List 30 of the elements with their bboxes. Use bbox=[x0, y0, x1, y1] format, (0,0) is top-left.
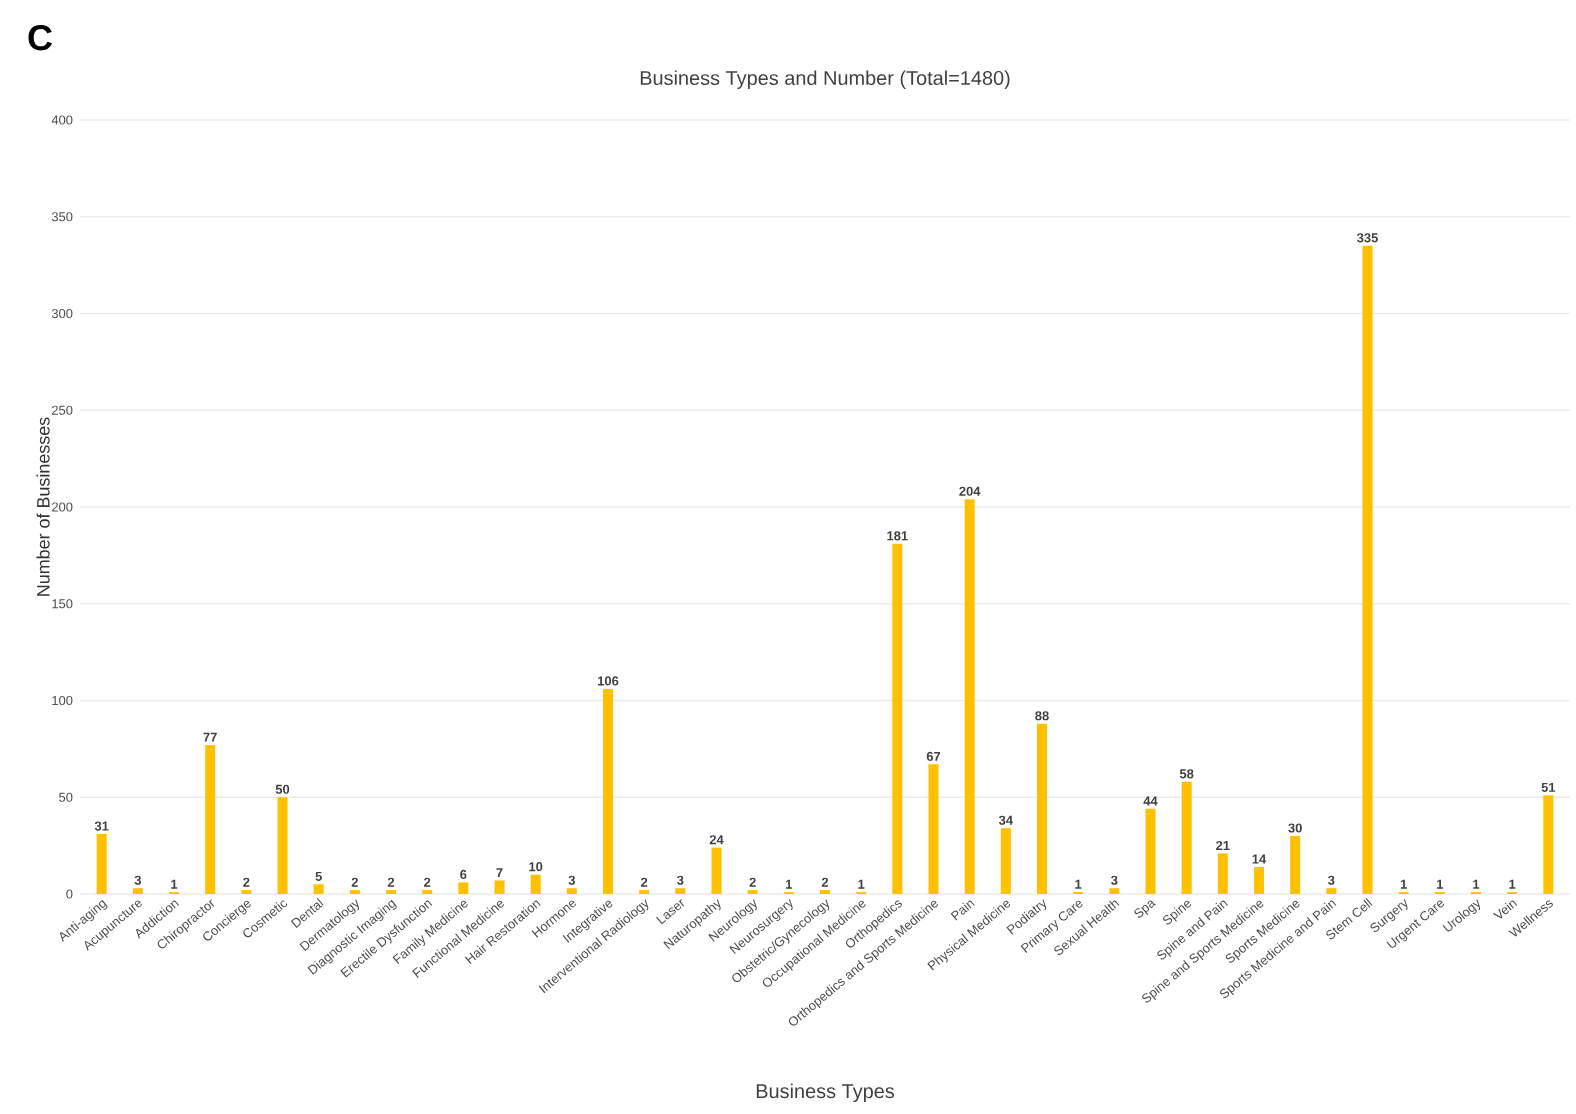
bar bbox=[205, 745, 216, 894]
chart-title: Business Types and Number (Total=1480) bbox=[640, 70, 1010, 89]
bar bbox=[530, 874, 541, 894]
x-axis-title: Business Types bbox=[756, 1083, 895, 1103]
bar bbox=[1181, 781, 1192, 894]
bar bbox=[892, 543, 903, 894]
y-axis-title: Number of Businesses bbox=[36, 417, 50, 596]
bar bbox=[711, 847, 722, 894]
bar bbox=[964, 499, 975, 894]
bar bbox=[1217, 853, 1228, 894]
bar bbox=[675, 888, 686, 894]
bar bbox=[277, 797, 288, 894]
bar bbox=[313, 884, 324, 894]
bar bbox=[1145, 808, 1156, 894]
bar bbox=[928, 764, 939, 894]
bar bbox=[1109, 888, 1120, 894]
text: C bbox=[28, 25, 52, 51]
bar bbox=[458, 882, 469, 894]
bar bbox=[1000, 828, 1011, 894]
bar bbox=[1326, 888, 1337, 894]
bar bbox=[1037, 723, 1047, 894]
bar bbox=[1543, 795, 1554, 894]
bar bbox=[132, 888, 143, 894]
bar bbox=[1253, 866, 1264, 894]
bar bbox=[96, 834, 107, 894]
bar bbox=[1290, 835, 1301, 894]
bar bbox=[494, 880, 505, 894]
bar bbox=[1362, 245, 1373, 894]
bar bbox=[566, 888, 577, 894]
bar bbox=[603, 688, 614, 894]
